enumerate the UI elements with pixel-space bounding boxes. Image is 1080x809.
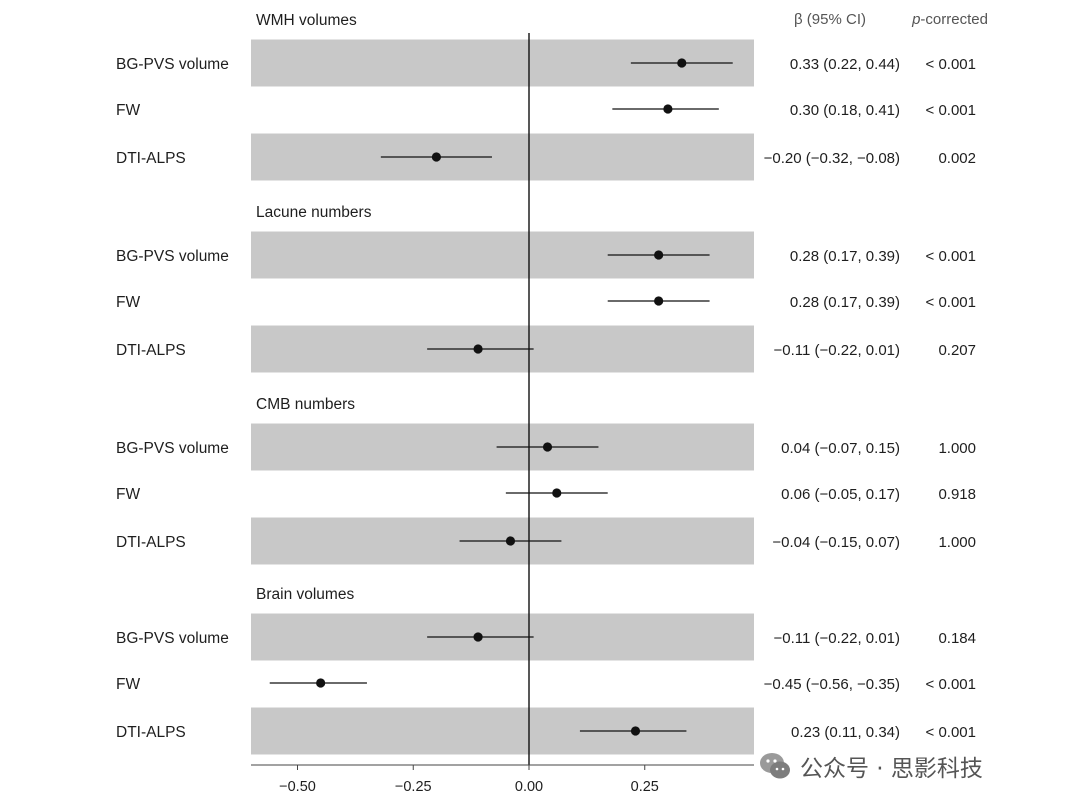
point-estimate <box>316 678 326 688</box>
p-value: < 0.001 <box>926 724 976 741</box>
p-value: 0.184 <box>938 630 976 647</box>
row-label: BG-PVS volume <box>116 248 229 265</box>
row-label: BG-PVS volume <box>116 56 229 73</box>
beta-ci-value: 0.28 (0.17, 0.39) <box>790 248 900 265</box>
point-estimate <box>663 104 673 114</box>
point-estimate <box>552 488 562 498</box>
beta-ci-value: −0.45 (−0.56, −0.35) <box>764 676 900 693</box>
p-value: 0.002 <box>938 150 976 167</box>
row-label: DTI-ALPS <box>116 724 186 741</box>
row-label: FW <box>116 102 140 119</box>
row-label: FW <box>116 294 140 311</box>
group-title: CMB numbers <box>256 396 355 413</box>
group-title: WMH volumes <box>256 12 357 29</box>
beta-ci-value: −0.04 (−0.15, 0.07) <box>772 534 900 551</box>
group-title: Brain volumes <box>256 586 354 603</box>
point-estimate <box>505 536 516 546</box>
group-title: Lacune numbers <box>256 204 372 221</box>
p-value: < 0.001 <box>926 294 976 311</box>
beta-ci-value: 0.30 (0.18, 0.41) <box>790 102 900 119</box>
beta-ci-value: −0.20 (−0.32, −0.08) <box>764 150 900 167</box>
row-label: FW <box>116 676 140 693</box>
beta-ci-value: 0.06 (−0.05, 0.17) <box>781 486 900 503</box>
x-tick-label: 0.00 <box>515 779 543 795</box>
row-label: FW <box>116 486 140 503</box>
wechat-icon <box>760 753 790 779</box>
beta-ci-value: −0.11 (−0.22, 0.01) <box>774 630 900 647</box>
point-estimate <box>473 344 483 354</box>
row-label: DTI-ALPS <box>116 534 186 551</box>
header-p-corrected: p-corrected <box>911 11 988 28</box>
x-tick-label: −0.50 <box>279 779 316 795</box>
p-value: < 0.001 <box>926 56 976 73</box>
point-estimate <box>473 632 483 642</box>
beta-ci-value: 0.23 (0.11, 0.34) <box>791 724 900 741</box>
beta-ci-value: 0.04 (−0.07, 0.15) <box>781 440 900 457</box>
p-value: < 0.001 <box>926 102 976 119</box>
row-label: BG-PVS volume <box>116 440 229 457</box>
row-label: DTI-ALPS <box>116 150 186 167</box>
beta-ci-value: −0.11 (−0.22, 0.01) <box>774 342 900 359</box>
row-band <box>251 133 754 181</box>
point-estimate <box>542 442 553 452</box>
row-label: BG-PVS volume <box>116 630 229 647</box>
p-value: < 0.001 <box>926 248 976 265</box>
beta-ci-value: 0.33 (0.22, 0.44) <box>790 56 900 73</box>
x-tick-label: 0.25 <box>631 779 659 795</box>
p-value: 1.000 <box>938 440 976 457</box>
header-beta-ci: β (95% CI) <box>794 11 866 28</box>
row-label: DTI-ALPS <box>116 342 186 359</box>
point-estimate <box>431 152 441 162</box>
point-estimate <box>654 250 664 260</box>
p-value: < 0.001 <box>926 676 976 693</box>
x-tick-label: −0.25 <box>395 779 432 795</box>
beta-ci-value: 0.28 (0.17, 0.39) <box>790 294 900 311</box>
watermark: 公众号 · 思影科技 <box>758 746 983 786</box>
watermark-text: 公众号 · 思影科技 <box>800 756 983 782</box>
p-value: 0.207 <box>938 342 976 359</box>
p-value: 0.918 <box>938 486 976 503</box>
point-estimate <box>677 58 687 68</box>
p-value: 1.000 <box>938 534 976 551</box>
point-estimate <box>630 726 641 736</box>
point-estimate <box>654 296 664 306</box>
